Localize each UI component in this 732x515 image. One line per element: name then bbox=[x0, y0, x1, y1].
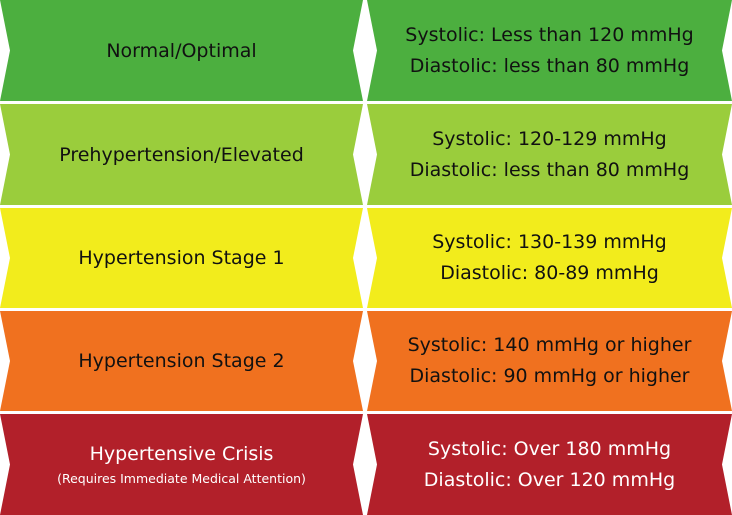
category-label: Normal/Optimal bbox=[106, 39, 257, 62]
category-band-stage-2 bbox=[0, 311, 363, 411]
reading-cell-elevated: Systolic: 120-129 mmHg Diastolic: less t… bbox=[367, 104, 732, 205]
category-row-crisis: Hypertensive Crisis (Requires Immediate … bbox=[0, 414, 732, 515]
category-cell-normal: Normal/Optimal bbox=[0, 0, 363, 101]
reading-band-normal bbox=[367, 0, 732, 101]
reading-cell-crisis: Systolic: Over 180 mmHg Diastolic: Over … bbox=[367, 414, 732, 515]
reading-cell-stage-2: Systolic: 140 mmHg or higher Diastolic: … bbox=[367, 311, 732, 411]
category-cell-stage-2: Hypertension Stage 2 bbox=[0, 311, 363, 411]
systolic-value: Systolic: 130-139 mmHg bbox=[432, 231, 667, 253]
category-cell-crisis: Hypertensive Crisis (Requires Immediate … bbox=[0, 414, 363, 515]
category-cell-elevated: Prehypertension/Elevated bbox=[0, 104, 363, 205]
reading-cell-stage-1: Systolic: 130-139 mmHg Diastolic: 80-89 … bbox=[367, 208, 732, 308]
diastolic-value: Diastolic: Over 120 mmHg bbox=[423, 468, 676, 491]
category-label: Hypertensive Crisis bbox=[89, 442, 274, 465]
systolic-value: Systolic: 140 mmHg or higher bbox=[407, 334, 692, 356]
category-label: Hypertension Stage 1 bbox=[78, 247, 285, 269]
reading-band-elevated bbox=[367, 104, 732, 205]
reading-band-crisis bbox=[367, 414, 732, 515]
category-band-crisis bbox=[0, 414, 363, 515]
systolic-value: Systolic: Less than 120 mmHg bbox=[405, 23, 694, 46]
diastolic-value: Diastolic: 80-89 mmHg bbox=[440, 262, 659, 284]
category-row-stage-1: Hypertension Stage 1 Systolic: 130-139 m… bbox=[0, 208, 732, 308]
category-cell-stage-1: Hypertension Stage 1 bbox=[0, 208, 363, 308]
reading-band-stage-1 bbox=[367, 208, 732, 308]
category-band-elevated bbox=[0, 104, 363, 205]
reading-cell-normal: Systolic: Less than 120 mmHg Diastolic: … bbox=[367, 0, 732, 101]
category-note: (Requires Immediate Medical Attention) bbox=[57, 470, 306, 486]
category-band-normal bbox=[0, 0, 363, 101]
category-row-elevated: Prehypertension/Elevated Systolic: 120-1… bbox=[0, 104, 732, 205]
diastolic-value: Diastolic: less than 80 mmHg bbox=[409, 158, 690, 181]
category-row-normal: Normal/Optimal Systolic: Less than 120 m… bbox=[0, 0, 732, 101]
category-row-stage-2: Hypertension Stage 2 Systolic: 140 mmHg … bbox=[0, 311, 732, 411]
category-band-stage-1 bbox=[0, 208, 363, 308]
category-label: Prehypertension/Elevated bbox=[59, 143, 304, 166]
diastolic-value: Diastolic: less than 80 mmHg bbox=[409, 54, 690, 77]
reading-band-stage-2 bbox=[367, 311, 732, 411]
systolic-value: Systolic: 120-129 mmHg bbox=[432, 127, 667, 150]
diastolic-value: Diastolic: 90 mmHg or higher bbox=[409, 365, 690, 387]
systolic-value: Systolic: Over 180 mmHg bbox=[427, 437, 672, 460]
category-label: Hypertension Stage 2 bbox=[78, 350, 285, 372]
